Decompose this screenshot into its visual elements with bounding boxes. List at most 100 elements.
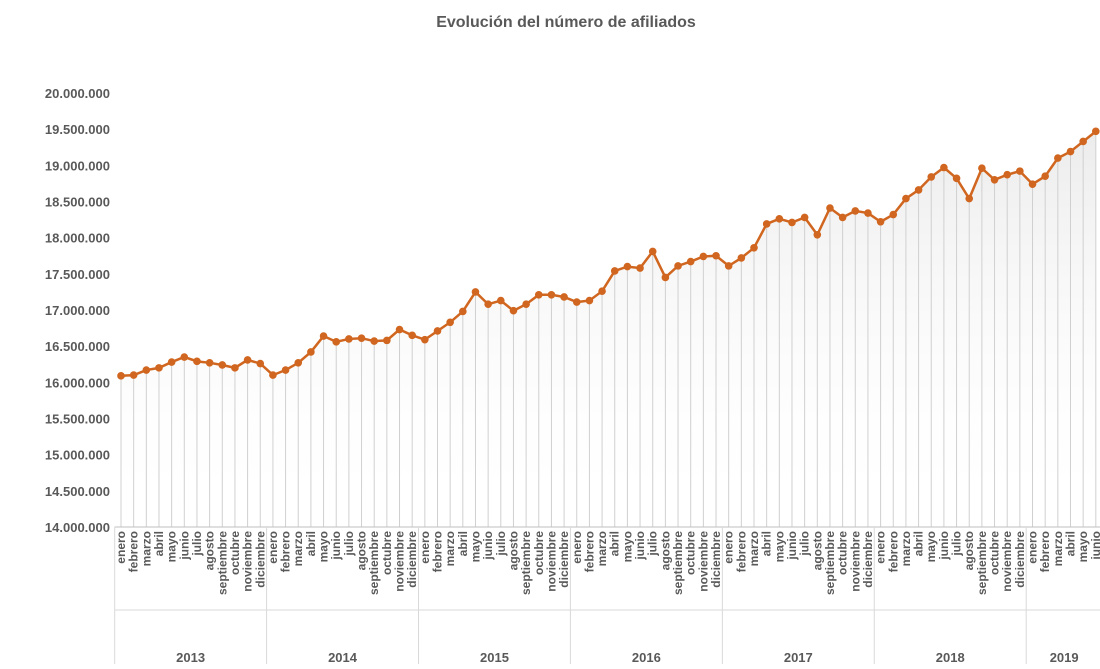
marker	[383, 336, 391, 345]
y-tick-label: 15.500.000	[45, 412, 110, 427]
x-tick-label: mayo	[317, 531, 331, 562]
x-tick-label: marzo	[291, 531, 305, 566]
marker	[522, 300, 530, 309]
marker	[319, 332, 328, 340]
marker	[927, 173, 936, 181]
marker	[243, 356, 252, 364]
marker	[332, 338, 341, 346]
marker	[902, 194, 910, 203]
x-tick-label: diciembre	[1013, 531, 1027, 588]
x-tick-label: febrero	[431, 531, 445, 572]
marker	[1066, 147, 1075, 156]
marker	[1003, 170, 1011, 179]
marker	[952, 174, 961, 183]
marker	[585, 296, 594, 305]
y-tick-label: 18.500.000	[45, 195, 110, 210]
x-tick-label: marzo	[747, 531, 761, 566]
marker	[800, 213, 809, 222]
x-tick-label: enero	[114, 531, 128, 564]
x-tick-label: julio	[342, 531, 356, 557]
marker	[737, 254, 746, 262]
x-tick-label: julio	[190, 531, 204, 557]
marker	[117, 372, 125, 380]
marker	[294, 359, 303, 367]
y-tick-label: 20.000.000	[45, 86, 110, 101]
marker	[167, 358, 176, 366]
x-tick-label: marzo	[139, 531, 153, 566]
x-tick-label: agosto	[203, 531, 217, 570]
x-tick-label: agosto	[506, 531, 520, 570]
group-label: 2018	[936, 650, 965, 664]
x-tick-label: enero	[418, 531, 432, 564]
marker	[497, 296, 505, 305]
x-tick-label: abril	[152, 531, 166, 556]
group-label: 2019	[1050, 650, 1079, 664]
x-tick-label: noviembre	[848, 531, 862, 592]
x-tick-label: septiembre	[367, 531, 381, 595]
x-tick-label: octubre	[532, 531, 546, 575]
x-tick-label: marzo	[443, 531, 457, 566]
marker	[914, 186, 923, 194]
x-tick-label: agosto	[355, 531, 369, 570]
x-tick-label: noviembre	[241, 531, 255, 592]
marker	[1079, 137, 1087, 146]
marker	[395, 325, 404, 334]
marker	[142, 366, 151, 374]
marker	[712, 251, 720, 260]
marker	[978, 164, 986, 173]
x-tick-label: diciembre	[861, 531, 875, 588]
marker	[750, 243, 758, 252]
marker	[484, 300, 492, 309]
x-tick-label: mayo	[772, 531, 786, 562]
x-tick-label: noviembre	[696, 531, 710, 592]
x-tick-label: enero	[722, 531, 736, 564]
marker	[547, 291, 556, 299]
marker	[307, 348, 315, 356]
group-label: 2013	[176, 650, 205, 664]
marker	[193, 357, 201, 366]
x-tick-label: diciembre	[253, 531, 267, 588]
x-tick-label: julio	[494, 531, 508, 557]
marker	[269, 371, 277, 379]
x-tick-label: febrero	[279, 531, 293, 572]
x-tick-label: enero	[874, 531, 888, 564]
marker	[421, 335, 429, 344]
marker	[813, 230, 822, 239]
x-tick-label: abril	[456, 531, 470, 556]
marker	[155, 364, 163, 372]
y-tick-label: 17.500.000	[45, 267, 110, 282]
marker	[357, 334, 366, 343]
x-tick-label: abril	[608, 531, 622, 556]
marker	[598, 287, 606, 295]
marker	[281, 366, 290, 374]
x-tick-label: junio	[1089, 531, 1100, 561]
x-tick-label: septiembre	[975, 531, 989, 595]
marker	[509, 306, 518, 315]
x-tick-label: junio	[785, 531, 799, 561]
x-tick-label: septiembre	[671, 531, 685, 595]
x-tick-label: mayo	[1076, 531, 1090, 562]
group-label: 2014	[328, 650, 358, 664]
group-label: 2015	[480, 650, 509, 664]
marker	[686, 257, 695, 266]
marker	[218, 361, 227, 369]
x-tick-label: agosto	[658, 531, 672, 570]
marker	[1092, 127, 1100, 136]
marker	[345, 335, 353, 343]
x-tick-label: noviembre	[1000, 531, 1014, 592]
y-tick-label: 16.500.000	[45, 339, 110, 354]
x-tick-label: abril	[912, 531, 926, 556]
y-tick-label: 14.000.000	[45, 520, 110, 535]
y-tick-label: 16.000.000	[45, 375, 110, 390]
area	[121, 131, 1096, 527]
marker	[648, 247, 657, 256]
x-tick-label: marzo	[595, 531, 609, 566]
marker	[990, 176, 999, 184]
x-tick-label: septiembre	[823, 531, 837, 595]
x-tick-label: julio	[646, 531, 660, 557]
marker	[851, 207, 860, 215]
marker	[674, 262, 682, 270]
marker	[459, 307, 467, 316]
x-tick-label: abril	[304, 531, 318, 556]
